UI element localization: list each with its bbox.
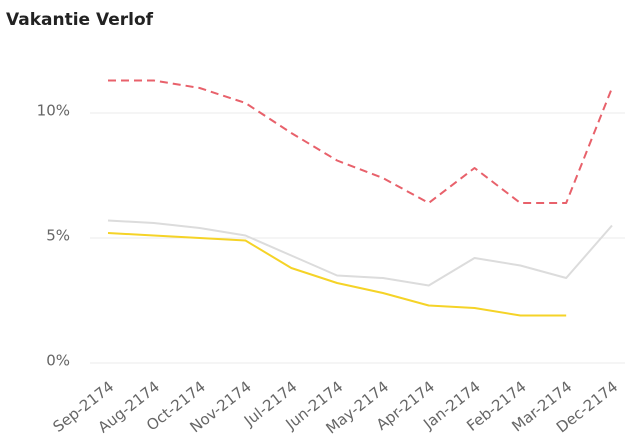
- series-line: [108, 79, 613, 204]
- series-line: [107, 232, 567, 317]
- series-line: [107, 219, 613, 287]
- chart-title: Vakantie Verlof: [6, 10, 154, 30]
- y-tick-label: 10%: [37, 102, 70, 120]
- y-tick-label: 5%: [46, 227, 70, 245]
- y-tick-label: 0%: [46, 352, 70, 370]
